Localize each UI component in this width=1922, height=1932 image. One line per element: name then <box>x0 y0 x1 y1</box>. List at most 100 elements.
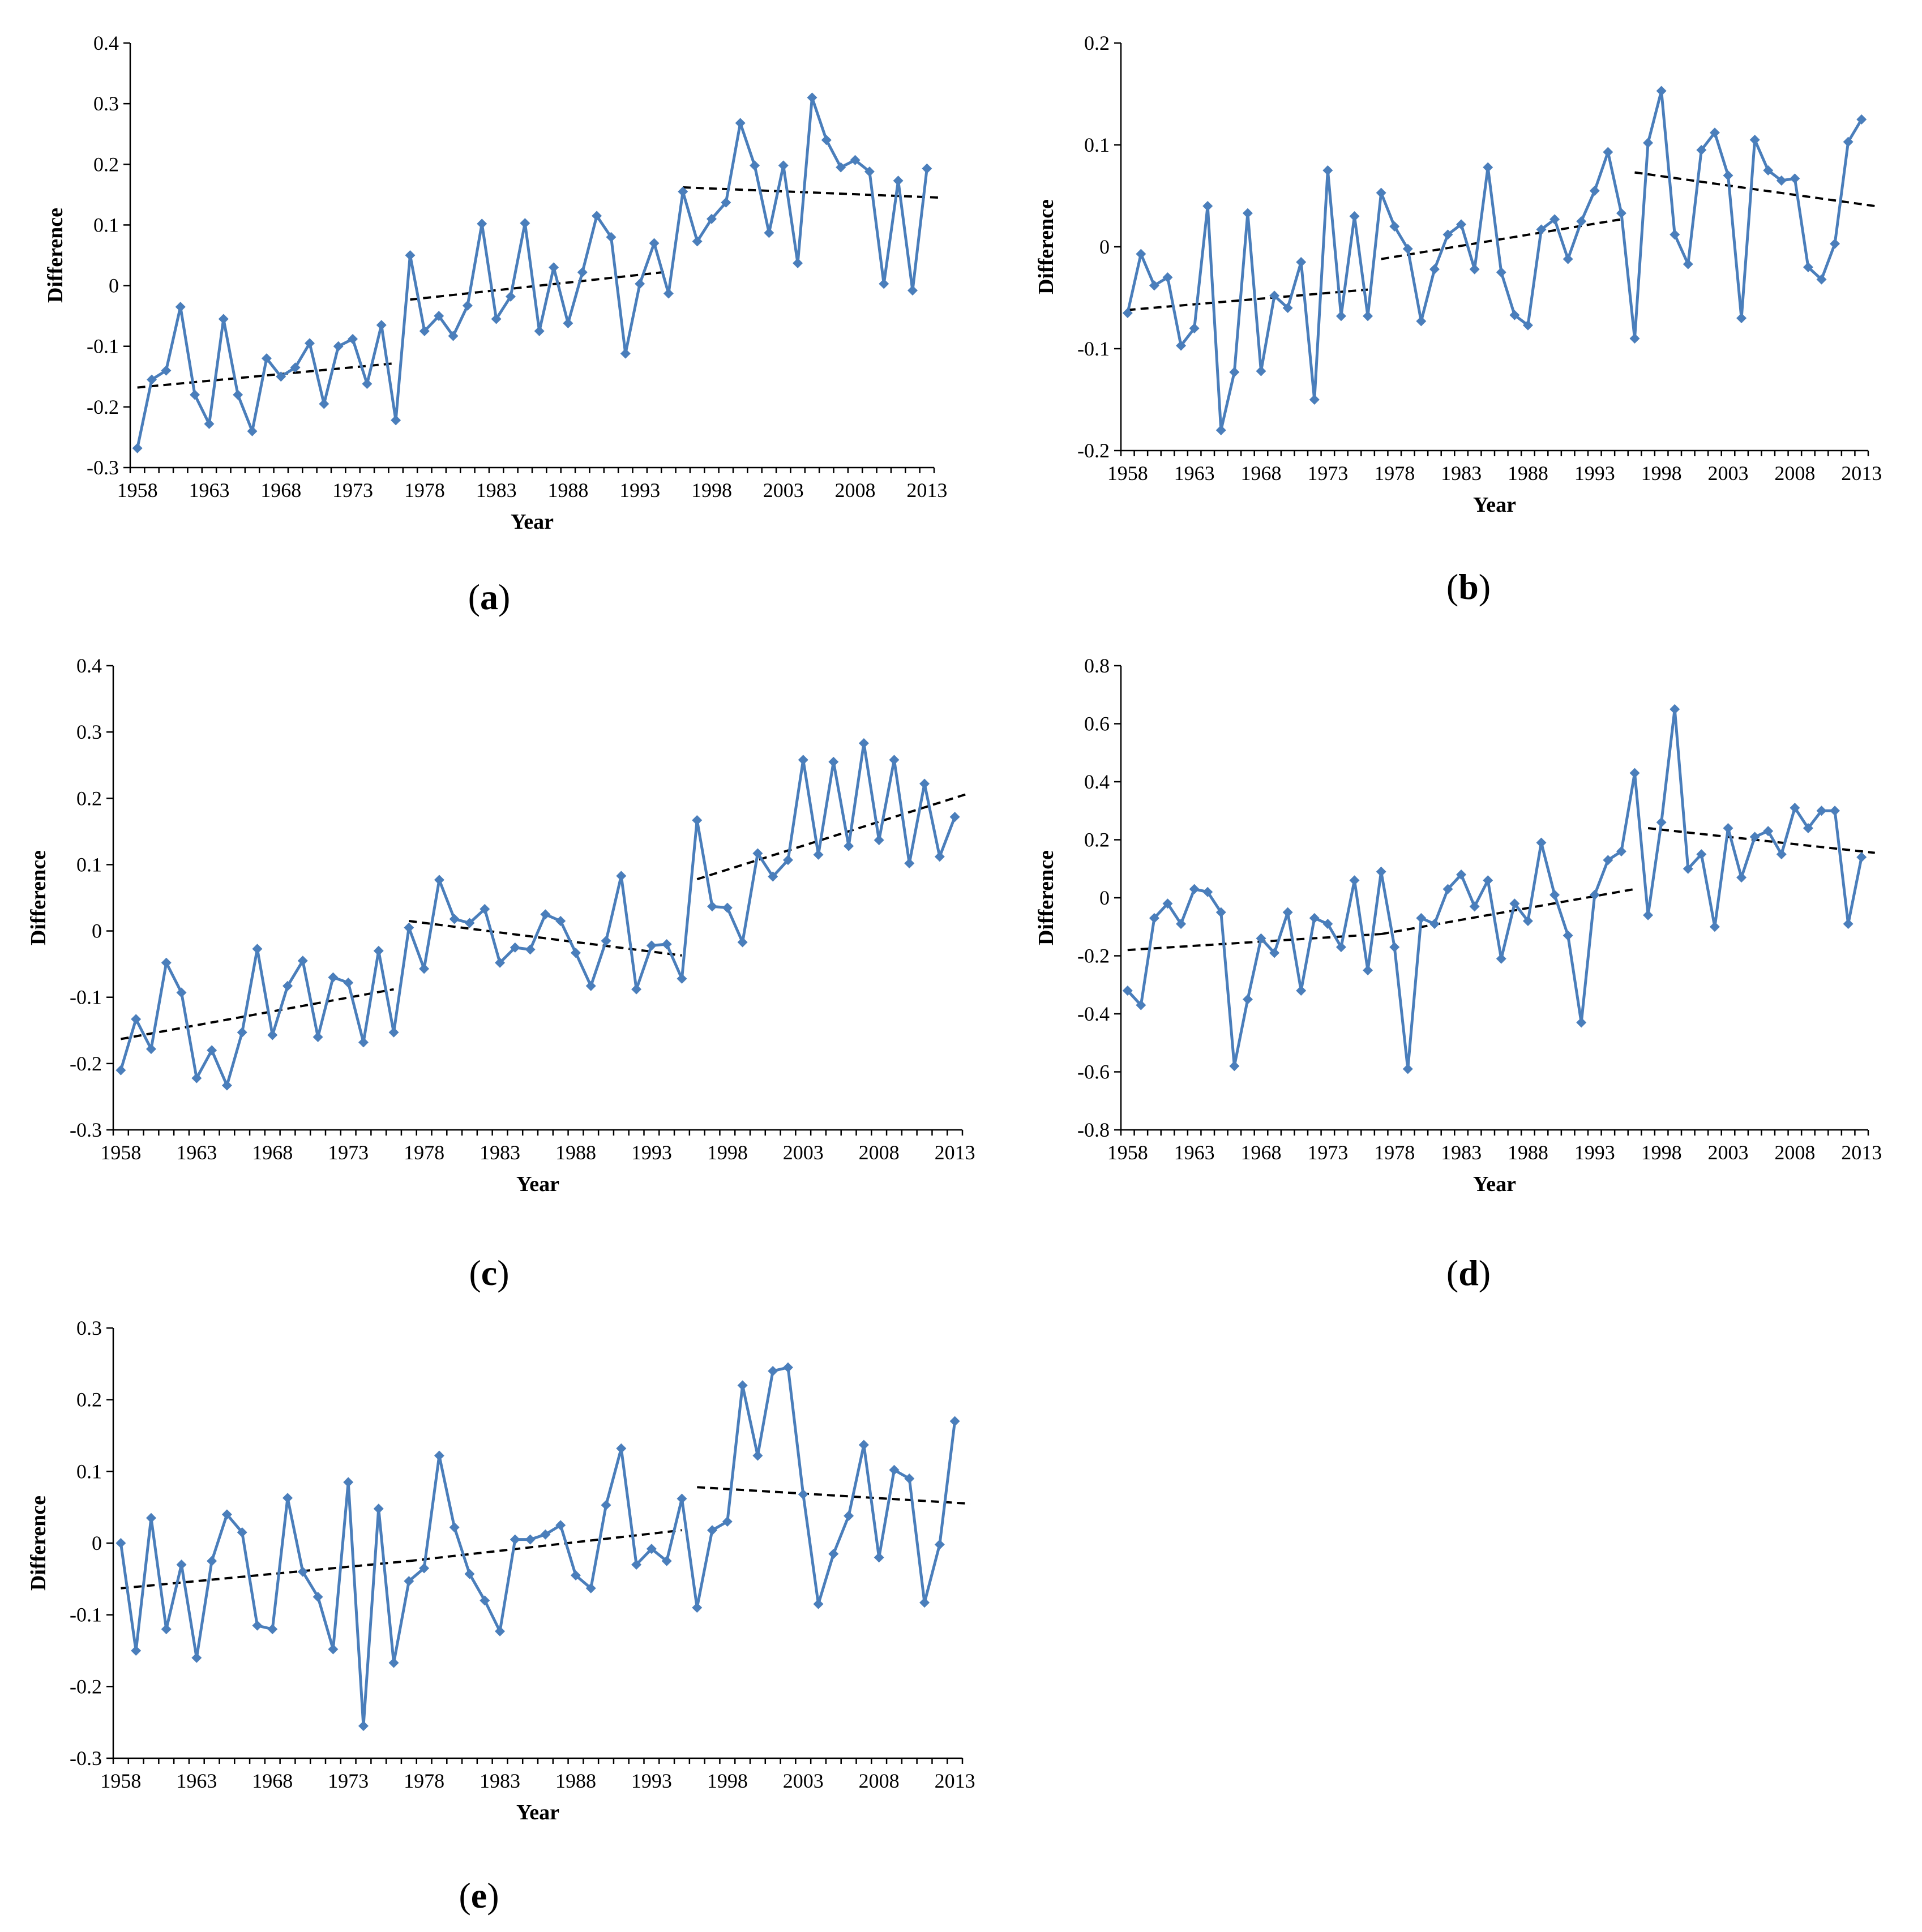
trend-line-b-2 <box>1381 218 1622 260</box>
data-point-e-2007 <box>858 1440 869 1450</box>
y-tick-label-d: -0.2 <box>1077 945 1110 967</box>
data-point-c-1970 <box>297 956 308 966</box>
data-point-a-1978 <box>419 325 430 336</box>
trend-line-b-3 <box>1634 171 1876 207</box>
x-tick-label-d: 1963 <box>1174 1141 1215 1164</box>
data-point-e-1983 <box>495 1626 506 1637</box>
data-point-c-1977 <box>404 922 414 933</box>
data-point-e-1976 <box>388 1657 399 1668</box>
data-point-e-1984 <box>510 1534 520 1545</box>
x-tick-label-e: 1978 <box>404 1770 444 1792</box>
data-point-b-1977 <box>1376 187 1386 198</box>
data-point-b-1970 <box>1282 303 1293 313</box>
x-tick-label-b: 1968 <box>1241 462 1282 485</box>
y-tick-label-c: 0.2 <box>76 787 102 809</box>
x-tick-label-e: 1998 <box>707 1770 748 1792</box>
data-point-e-2011 <box>919 1597 930 1608</box>
data-point-a-1998 <box>706 213 717 224</box>
data-point-b-2009 <box>1803 262 1813 272</box>
data-point-c-1962 <box>176 987 187 998</box>
data-point-a-1993 <box>635 279 645 289</box>
data-point-b-1960 <box>1149 280 1159 291</box>
data-point-a-1999 <box>721 197 731 208</box>
data-point-d-1968 <box>1256 933 1266 944</box>
data-point-c-2012 <box>934 851 945 862</box>
x-tick-label-b: 2013 <box>1841 462 1882 485</box>
data-point-c-1984 <box>510 942 520 953</box>
data-point-c-2011 <box>919 778 930 789</box>
x-tick-label-a: 1998 <box>691 479 732 502</box>
data-point-b-1998 <box>1656 85 1667 96</box>
data-point-b-2001 <box>1696 145 1707 155</box>
y-tick-label-e: -0.1 <box>70 1604 102 1626</box>
chart-svg-a: -0.3 -0.2 -0.1 0 0.1 0.2 0.3 0.4 1958 1963 1968 197… <box>44 32 947 534</box>
data-point-b-1965 <box>1215 425 1226 435</box>
data-point-c-1990 <box>601 936 611 946</box>
data-point-a-2011 <box>893 175 904 186</box>
data-point-e-1991 <box>616 1443 627 1454</box>
data-point-d-1963 <box>1189 884 1200 894</box>
data-point-d-1983 <box>1456 869 1467 880</box>
data-point-e-1978 <box>419 1563 430 1574</box>
trend-line-d-1 <box>1127 933 1381 952</box>
data-point-d-2013 <box>1856 852 1867 863</box>
x-tick-label-b: 1978 <box>1374 462 1415 485</box>
data-point-c-1999 <box>737 937 748 948</box>
data-point-e-2001 <box>768 1366 778 1376</box>
x-tick-label-c: 1998 <box>707 1141 748 1164</box>
y-tick-label-a: -0.2 <box>87 396 119 418</box>
caption-c: (c) <box>433 1252 546 1294</box>
data-point-e-2002 <box>782 1362 793 1373</box>
x-tick-label-b: 1983 <box>1441 462 1482 485</box>
data-point-a-1967 <box>261 353 272 364</box>
data-point-b-1987 <box>1509 310 1520 320</box>
data-point-c-1978 <box>419 963 430 974</box>
data-point-a-1974 <box>362 379 373 389</box>
y-tick-label-d: 0.6 <box>1084 713 1110 735</box>
data-point-e-1980 <box>449 1522 460 1533</box>
data-point-c-1991 <box>616 871 627 881</box>
data-point-b-2011 <box>1830 238 1840 249</box>
chart-svg-c: -0.3 -0.2 -0.1 0 0.1 0.2 0.3 0.4 1958 1963 1968 197… <box>27 654 975 1196</box>
data-point-c-1963 <box>191 1073 202 1083</box>
chart-svg-e: -0.3 -0.2 -0.1 0 0.1 0.2 0.3 1958 1963 1968 1973 19… <box>27 1317 975 1824</box>
data-point-d-1971 <box>1296 986 1307 996</box>
x-tick-label-e: 1988 <box>555 1770 596 1792</box>
y-tick-label-b: -0.2 <box>1077 439 1110 462</box>
caption-d-close: ) <box>1478 1253 1491 1293</box>
data-point-d-2004 <box>1736 872 1747 883</box>
data-point-b-2007 <box>1776 175 1787 186</box>
x-axis-title-d: Year <box>1473 1172 1516 1196</box>
data-point-a-1991 <box>606 232 617 242</box>
x-tick-label-e: 1968 <box>252 1770 293 1792</box>
data-point-e-1972 <box>328 1644 339 1655</box>
data-point-d-1981 <box>1429 919 1440 929</box>
series-line-e <box>119 1366 957 1728</box>
data-point-c-1983 <box>495 957 506 968</box>
data-point-a-1994 <box>649 238 660 249</box>
data-point-b-1964 <box>1202 201 1213 211</box>
data-point-c-1993 <box>646 940 657 951</box>
data-point-a-1959 <box>147 374 157 385</box>
data-point-e-1960 <box>145 1513 156 1523</box>
data-point-c-2004 <box>813 849 824 860</box>
x-tick-label-c: 1993 <box>631 1141 672 1164</box>
chart-panel-b: -0.2 -0.1 0 0.1 0.2 1958 1963 1968 1973 1978 1983 1… <box>1008 23 1914 549</box>
data-point-a-1996 <box>678 186 688 197</box>
data-point-c-1982 <box>480 903 490 914</box>
data-point-a-1984 <box>505 291 516 302</box>
chart-panel-a: -0.3 -0.2 -0.1 0 0.1 0.2 0.3 0.4 1958 1963 1968 197… <box>23 23 974 566</box>
data-point-d-1959 <box>1136 1000 1146 1010</box>
data-point-d-1975 <box>1349 875 1360 886</box>
chart-svg-d: -0.8 -0.6 -0.4 -0.2 0 0.2 0.4 0.6 0.8 1958 1963 196… <box>1034 654 1882 1196</box>
data-point-a-1992 <box>620 348 631 359</box>
data-point-e-1963 <box>191 1652 202 1663</box>
x-tick-label-a: 1973 <box>332 479 373 502</box>
y-tick-label-a: 0.3 <box>93 92 119 115</box>
data-point-d-1969 <box>1269 948 1280 958</box>
data-point-b-1962 <box>1176 340 1187 351</box>
y-tick-label-c: -0.1 <box>70 986 102 1009</box>
caption-a-letter: a <box>480 577 498 617</box>
y-tick-label-b: -0.1 <box>1077 337 1110 360</box>
data-point-d-2000 <box>1683 863 1693 874</box>
